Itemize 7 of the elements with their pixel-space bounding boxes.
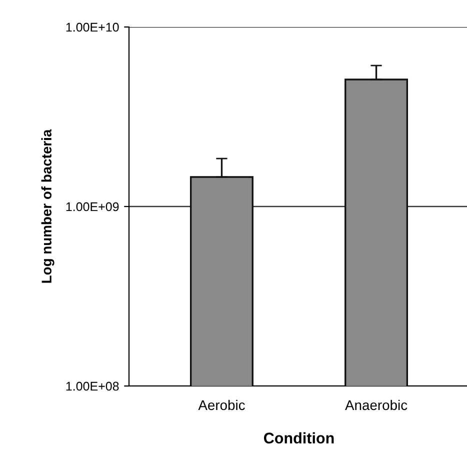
x-axis-title: Condition — [264, 432, 334, 444]
x-tick-label: Anaerobic — [345, 400, 408, 410]
x-tick-label: Aerobic — [198, 400, 245, 410]
y-axis-title: Log number of bacteria — [41, 129, 54, 283]
y-tick-label: 1.00E+10 — [66, 22, 119, 32]
y-tick-label: 1.00E+08 — [66, 382, 119, 391]
y-tick-label: 1.00E+09 — [66, 202, 119, 212]
